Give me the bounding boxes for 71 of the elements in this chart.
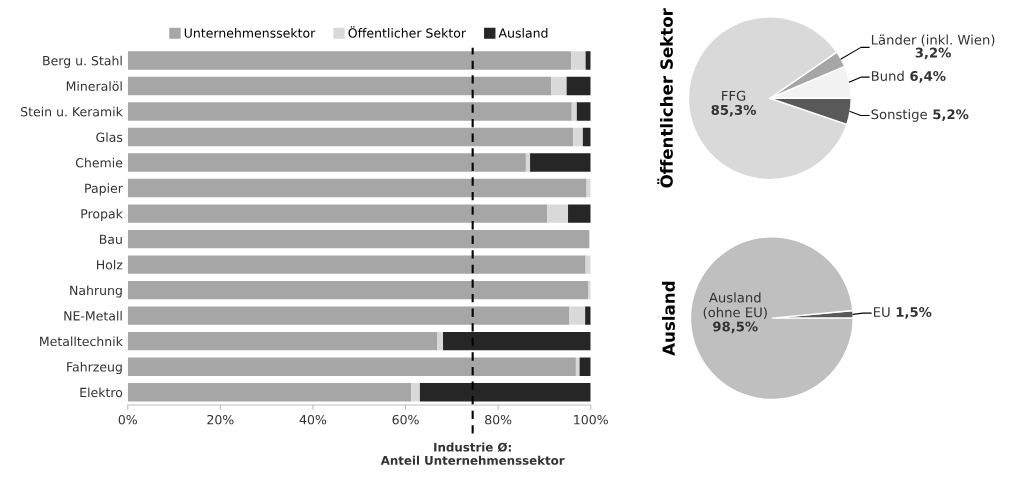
bar <box>127 51 572 70</box>
y-tick-label: Papier <box>85 183 123 196</box>
bar <box>127 306 570 325</box>
bar <box>569 306 586 325</box>
y-tick-label: Glas <box>96 132 123 142</box>
bar <box>573 127 583 147</box>
x-tick-label: 100% <box>574 414 608 425</box>
x-tick-label: 60% <box>392 414 419 425</box>
pie-slice <box>689 236 854 401</box>
y-tick-label: Propak <box>81 208 123 221</box>
x-tick-label: 20% <box>207 414 234 425</box>
bar <box>571 102 577 121</box>
slice-label: Sonstige <box>871 109 927 122</box>
x-tick-label: 80% <box>485 414 512 425</box>
slice-label: FFG <box>722 90 746 101</box>
bar <box>547 204 569 223</box>
bar <box>585 306 591 325</box>
bar <box>127 383 412 402</box>
bar <box>566 76 591 96</box>
slice-label: Länder (inkl. Wien) <box>871 34 995 47</box>
y-tick-label: Stein u. Keramik <box>21 106 123 117</box>
bar <box>530 153 591 172</box>
slice-label: EU <box>873 307 890 318</box>
bar <box>127 280 589 300</box>
y-tick-label: Elektro <box>80 387 123 398</box>
y-tick-label: NE-Metall <box>64 310 122 321</box>
y-tick-label: Berg u. Stahl <box>43 55 122 68</box>
bar <box>127 255 586 274</box>
ref-line-label: Industrie Ø: Anteil Unternehmenssektor <box>380 442 565 465</box>
data-label: 85,3% <box>711 104 757 117</box>
y-tick-label: Fahrzeug <box>67 361 122 375</box>
bar <box>127 357 576 376</box>
bar <box>127 76 552 96</box>
bar <box>443 331 591 351</box>
slice-label: Bund <box>871 70 904 81</box>
legend-label: Ausland <box>498 28 548 38</box>
bar <box>127 229 590 249</box>
bar <box>127 102 572 121</box>
data-label: 5,2% <box>933 109 969 121</box>
bar <box>575 357 580 376</box>
y-tick-label: Metalltechnik <box>40 336 123 347</box>
legend-label: Öffentlicher Sektor <box>348 26 467 38</box>
bar <box>419 383 591 402</box>
y-tick-label: Holz <box>97 259 123 270</box>
bar <box>525 153 531 172</box>
data-label: 3,2% <box>915 47 951 60</box>
bar <box>568 204 591 223</box>
y-tick-label: Bau <box>99 234 122 245</box>
slice-label: Ausland (ohne EU) <box>703 292 767 319</box>
pie-slice <box>687 16 848 181</box>
data-label: 1,5% <box>896 307 932 319</box>
bar <box>127 127 574 147</box>
bar <box>576 102 591 121</box>
bar <box>127 153 526 172</box>
data-label: 98,5% <box>713 321 758 334</box>
bar <box>437 331 444 351</box>
data-label: 6,4% <box>910 71 946 83</box>
y-tick-label: Nahrung <box>70 285 122 298</box>
x-tick-label: 40% <box>299 414 327 425</box>
text: Öffentlicher Sektor <box>657 8 673 188</box>
text: Ausland <box>662 281 675 356</box>
y-tick-label: Chemie <box>75 157 123 168</box>
x-tick-label: 0% <box>118 414 137 425</box>
bar <box>127 178 587 198</box>
bar <box>411 383 420 402</box>
bar <box>127 204 548 223</box>
bar <box>551 76 567 96</box>
bar <box>127 331 438 351</box>
legend-label: Unternehmenssektor <box>184 28 316 38</box>
y-tick-label: Mineralöl <box>66 81 122 91</box>
bar <box>571 51 586 70</box>
